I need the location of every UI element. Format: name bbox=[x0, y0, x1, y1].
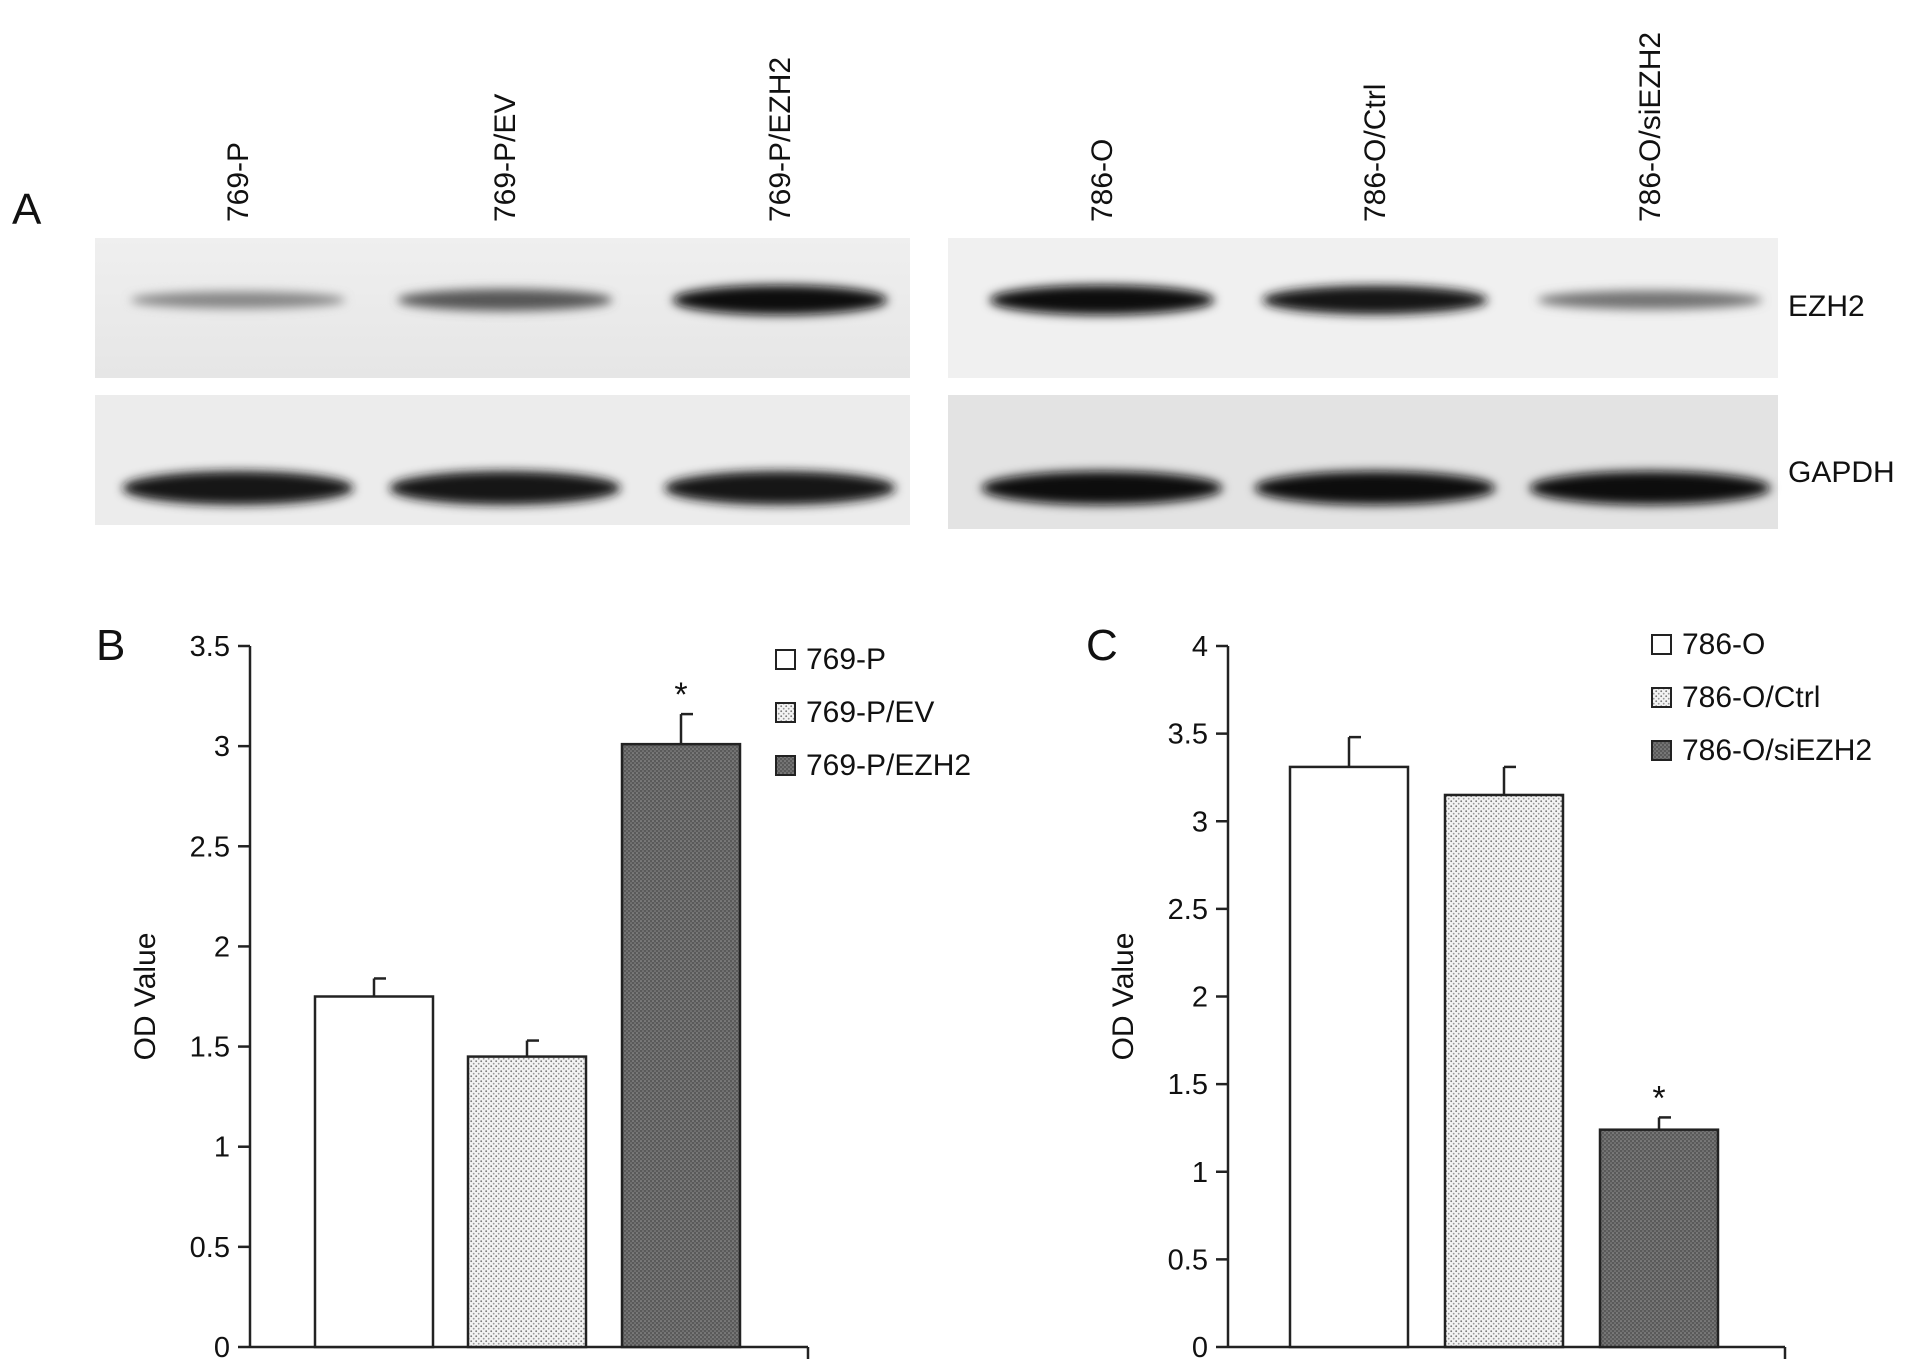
blot-right-group bbox=[948, 238, 1778, 529]
blot-gapdh-membrane-left bbox=[95, 395, 910, 525]
legend-swatch-c-2 bbox=[1651, 740, 1672, 761]
ezh2-band-left-2 bbox=[672, 285, 888, 315]
legend-label-b-0: 769-P bbox=[806, 643, 886, 676]
ezh2-band-right-1 bbox=[1262, 285, 1488, 315]
bar-b-0 bbox=[313, 995, 435, 1349]
gapdh-band-right-1 bbox=[1254, 471, 1496, 505]
y-tick-label-b-3: 1.5 bbox=[190, 1032, 230, 1064]
lane-label-right-0: 786-O bbox=[1086, 139, 1119, 222]
panel-label-a: A bbox=[12, 185, 42, 234]
legend-swatch-b-0 bbox=[775, 649, 796, 670]
legend-swatch-b-2 bbox=[775, 755, 796, 776]
y-tick-label-c-1: 0.5 bbox=[1168, 1244, 1208, 1276]
ezh2-band-right-2 bbox=[1537, 290, 1763, 310]
gapdh-band-left-0 bbox=[122, 471, 354, 505]
panel-label-b: B bbox=[96, 621, 125, 670]
lane-label-right-1: 786-O/Ctrl bbox=[1359, 84, 1392, 222]
lane-label-right-2: 786-O/siEZH2 bbox=[1634, 32, 1667, 222]
blot-bands-right bbox=[981, 285, 1771, 505]
lane-label-left-1: 769-P/EV bbox=[489, 94, 522, 222]
bar-b-2 bbox=[620, 742, 742, 1349]
y-tick-label-c-4: 2 bbox=[1192, 982, 1208, 1014]
bar-c-0 bbox=[1288, 765, 1410, 1349]
y-tick-label-b-5: 2.5 bbox=[190, 831, 230, 863]
panel-c: C 0 0.5 1 1.5 2 2.5 3 3.5 4 OD Value * 786-O 786-O/C… bbox=[1086, 621, 1872, 1364]
bar-c-1 bbox=[1443, 793, 1565, 1349]
blot-lane-labels-right: 786-O 786-O/Ctrl 786-O/siEZH2 bbox=[1086, 32, 1667, 222]
ezh2-band-right-0 bbox=[989, 285, 1215, 315]
y-tick-label-c-3: 1.5 bbox=[1168, 1069, 1208, 1101]
y-tick-label-c-0: 0 bbox=[1192, 1332, 1208, 1364]
y-tick-label-b-0: 0 bbox=[214, 1332, 230, 1364]
y-axis-label-b: OD Value bbox=[129, 933, 162, 1061]
blot-bands-left bbox=[122, 285, 896, 505]
bar-chart-b: 0 0.5 1 1.5 2 2.5 3 3.5 OD Value * 769-P 769-P/EV 76… bbox=[129, 631, 971, 1364]
blot-gapdh-membrane-right bbox=[948, 395, 1778, 529]
gapdh-band-left-2 bbox=[664, 471, 896, 505]
legend-label-c-0: 786-O bbox=[1682, 628, 1765, 661]
y-tick-label-b-7: 3.5 bbox=[190, 631, 230, 663]
legend-label-c-1: 786-O/Ctrl bbox=[1682, 681, 1820, 714]
y-tick-label-b-2: 1 bbox=[214, 1132, 230, 1164]
band-label-ezh2: EZH2 bbox=[1788, 290, 1865, 323]
legend-swatch-c-1 bbox=[1651, 687, 1672, 708]
panel-label-c: C bbox=[1086, 621, 1118, 670]
y-axis-label-c: OD Value bbox=[1107, 933, 1140, 1061]
bar-b-1 bbox=[466, 1055, 588, 1349]
y-tick-label-c-6: 3 bbox=[1192, 806, 1208, 838]
lane-label-left-2: 769-P/EZH2 bbox=[764, 57, 797, 222]
gapdh-band-right-0 bbox=[981, 471, 1223, 505]
blot-lane-labels-left: 769-P 769-P/EV 769-P/EZH2 bbox=[222, 57, 797, 222]
band-label-gapdh: GAPDH bbox=[1788, 456, 1895, 489]
significance-marker-b-2: * bbox=[674, 676, 687, 714]
lane-label-left-0: 769-P bbox=[222, 142, 255, 222]
y-tick-label-c-2: 1 bbox=[1192, 1157, 1208, 1189]
y-tick-label-b-6: 3 bbox=[214, 731, 230, 763]
y-tick-label-b-4: 2 bbox=[214, 931, 230, 963]
legend-label-b-2: 769-P/EZH2 bbox=[806, 749, 971, 782]
gapdh-band-left-1 bbox=[389, 471, 621, 505]
y-tick-label-c-8: 4 bbox=[1192, 631, 1208, 663]
legend-swatch-c-0 bbox=[1651, 634, 1672, 655]
bar-chart-c: 0 0.5 1 1.5 2 2.5 3 3.5 4 OD Value * 786-O 786-O/Ctr… bbox=[1107, 628, 1872, 1364]
ezh2-band-left-1 bbox=[397, 289, 613, 311]
bar-c-2 bbox=[1598, 1128, 1720, 1349]
legend-swatch-b-1 bbox=[775, 702, 796, 723]
y-tick-label-c-7: 3.5 bbox=[1168, 719, 1208, 751]
blot-left-group bbox=[95, 238, 910, 525]
y-tick-label-c-5: 2.5 bbox=[1168, 894, 1208, 926]
legend-label-b-1: 769-P/EV bbox=[806, 696, 934, 729]
legend-label-c-2: 786-O/siEZH2 bbox=[1682, 734, 1872, 767]
panel-b: B 0 0.5 1 1.5 2 2.5 3 3.5 OD Value * 769-P 769-P/EV… bbox=[96, 621, 971, 1364]
gapdh-band-right-2 bbox=[1529, 471, 1771, 505]
panel-a: A 769-P 769-P/EV 769-P/EZH2 786-O 786-O/Ctr… bbox=[12, 32, 1895, 529]
y-tick-label-b-1: 0.5 bbox=[190, 1232, 230, 1264]
ezh2-band-left-0 bbox=[130, 291, 346, 309]
significance-marker-c-2: * bbox=[1652, 1079, 1665, 1117]
